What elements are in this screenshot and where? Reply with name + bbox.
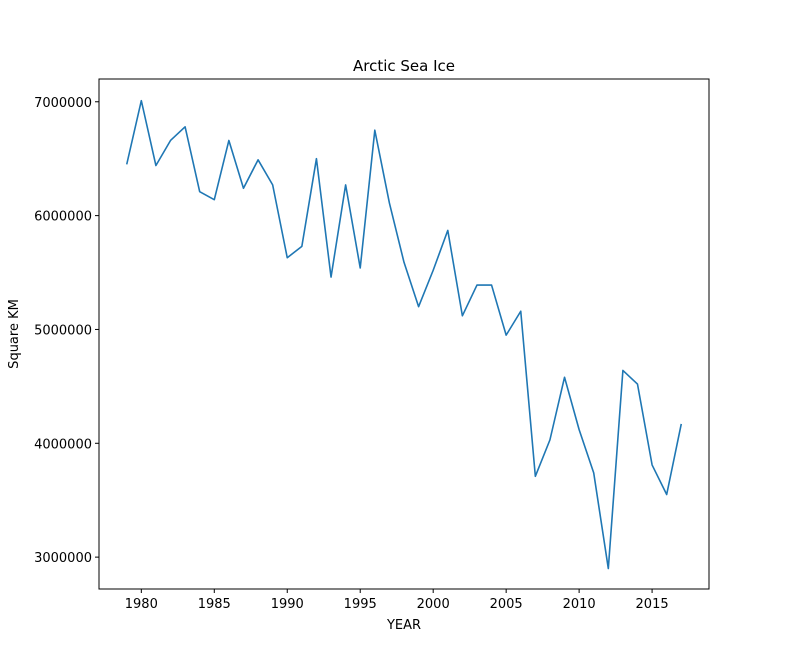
- x-tick-label: 1995: [344, 597, 377, 612]
- x-tick-label: 1980: [125, 597, 158, 612]
- x-axis-label: YEAR: [386, 618, 421, 633]
- y-tick-label: 4000000: [34, 437, 92, 452]
- x-tick-label: 2015: [636, 597, 669, 612]
- x-tick-label: 1990: [271, 597, 304, 612]
- series-line: [125, 99, 683, 570]
- x-tick-label: 2000: [417, 597, 450, 612]
- y-tick-label: 5000000: [34, 323, 92, 338]
- y-axis-label: Square KM: [7, 299, 22, 369]
- chart-title: Arctic Sea Ice: [353, 57, 455, 75]
- x-tick-label: 2005: [490, 597, 523, 612]
- y-tick-label: 6000000: [34, 210, 92, 225]
- y-tick-label: 7000000: [34, 96, 92, 111]
- x-tick-label: 2010: [563, 597, 596, 612]
- plot-area: [99, 79, 709, 589]
- plot-frame: [98, 78, 710, 590]
- x-tick-label: 1985: [198, 597, 231, 612]
- y-tick-label: 3000000: [34, 551, 92, 566]
